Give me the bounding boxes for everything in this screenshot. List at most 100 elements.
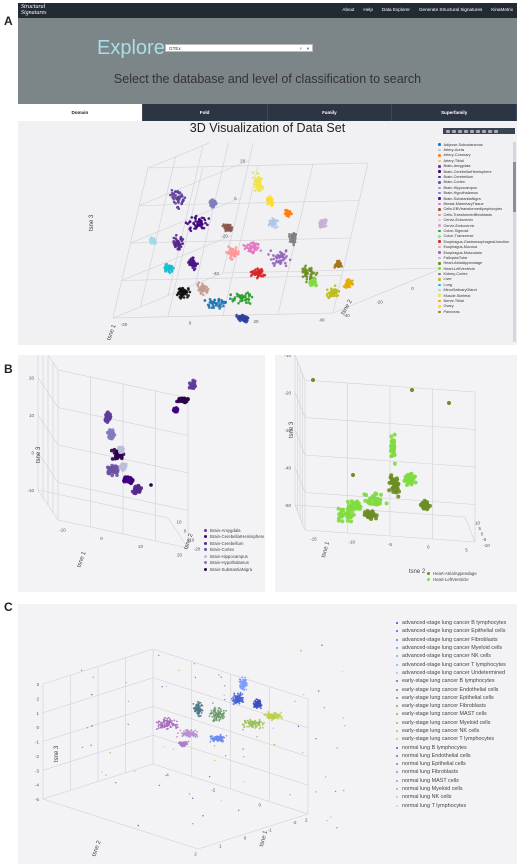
legend-item[interactable]: Liver [438, 277, 514, 282]
legend-item[interactable]: advanced-stage lung cancer Myeloid cells [396, 644, 506, 652]
nav-link-about[interactable]: About [342, 7, 355, 12]
scrollbar-thumb[interactable] [513, 162, 516, 212]
legend-item[interactable]: Brain-CerebellarHemisphere [204, 534, 264, 541]
legend-item[interactable]: Brain-Amygdala [204, 527, 264, 534]
legend-item[interactable]: Artery-Tibial [438, 158, 514, 163]
legend-item[interactable]: normal lung Fibroblasts [396, 768, 506, 776]
legend-item[interactable]: advanced-stage lung cancer B lymphocytes [396, 619, 506, 627]
data-point [256, 172, 260, 175]
turntable-icon[interactable] [470, 129, 474, 133]
legend-item[interactable]: Cervix-Endocervix [438, 223, 514, 228]
legend-item[interactable]: Brain-SubstantiaNigra [438, 196, 514, 201]
legend-item[interactable]: advanced-stage lung cancer T lymphocytes [396, 660, 506, 668]
legend-item[interactable]: Brain-SubstantiaNigra [204, 566, 264, 573]
data-point [173, 719, 176, 722]
legend-item[interactable]: normal lung Myeloid cells [396, 785, 506, 793]
legend-item[interactable]: Heart-AtrialAppendage [438, 261, 514, 266]
legend-item[interactable]: early-stage lung cancer Myeloid cells [396, 719, 506, 727]
legend-item[interactable]: Esophagus-GastroesophagealJunction [438, 239, 514, 244]
legend-label: Ovary [443, 304, 454, 309]
legend-item[interactable]: Artery-Aorta [438, 147, 514, 152]
legend-item[interactable]: normal lung MAST cells [396, 777, 506, 785]
legend-item[interactable]: normal lung T lymphocytes [396, 802, 506, 810]
legend-item[interactable]: Heart-AtrialAppendage [427, 570, 477, 577]
nav-link-kinametrix[interactable]: KinaMetrix [491, 7, 513, 12]
legend-item[interactable]: Muscle-Skeletal [438, 293, 514, 298]
camera-icon[interactable] [446, 129, 450, 133]
legend-item[interactable]: Brain-Cerebellum [438, 174, 514, 179]
legend-item[interactable]: Lung [438, 282, 514, 287]
legend-item[interactable]: Nerve-Tibial [438, 298, 514, 303]
data-point [223, 694, 225, 696]
legend-item[interactable]: Cells-Transformedfibroblasts [438, 212, 514, 217]
legend-item[interactable]: Colon-Transverse [438, 234, 514, 239]
legend-item[interactable]: Pancreas [438, 309, 514, 314]
legend-item[interactable]: early-stage lung cancer Fibroblasts [396, 702, 506, 710]
legend-item[interactable]: Brain-Hypothalamus [204, 560, 264, 567]
plotly-logo-icon[interactable] [494, 129, 498, 133]
legend-item[interactable]: Cervix-Ectocervix [438, 217, 514, 222]
legend-item[interactable]: normal lung Epithelial cells [396, 760, 506, 768]
legend-item[interactable]: Esophagus-Mucosa [438, 244, 514, 249]
tab-domain[interactable]: Domain [18, 104, 143, 121]
data-point [208, 200, 212, 204]
clear-icon[interactable]: × [299, 46, 302, 51]
data-point [323, 707, 325, 709]
legend-item[interactable]: Brain-Cerebellum [204, 540, 264, 547]
legend-item[interactable]: Artery-Coronary [438, 153, 514, 158]
legend-item[interactable]: Colon-Sigmoid [438, 228, 514, 233]
legend-item[interactable]: Brain-Cortex [438, 180, 514, 185]
legend-item[interactable]: advanced-stage lung cancer Epithelial ce… [396, 627, 506, 635]
nav-link-data-explorer[interactable]: Data Explorer [381, 7, 410, 12]
legend-item[interactable]: Kidney-Cortex [438, 271, 514, 276]
legend-item[interactable]: Heart-LeftVentricle [427, 577, 477, 584]
legend-item[interactable]: Brain-Amygdala [438, 164, 514, 169]
site-logo[interactable]: Structural Signatures [21, 4, 46, 16]
orbit-icon[interactable] [464, 129, 468, 133]
legend-item[interactable]: MinorSalivaryGland [438, 288, 514, 293]
legend-item[interactable]: Esophagus-Muscularis [438, 250, 514, 255]
legend-item[interactable]: Brain-Hypothalamus [438, 191, 514, 196]
legend-item[interactable]: normal lung Endothelial cells [396, 752, 506, 760]
legend-item[interactable]: advanced-stage lung cancer Undetermined [396, 669, 506, 677]
tab-family[interactable]: Family [267, 104, 393, 121]
legend-item[interactable]: early-stage lung cancer T lymphocytes [396, 735, 506, 743]
reset-icon[interactable] [476, 129, 480, 133]
legend-item[interactable]: Brain-Cortex [204, 547, 264, 554]
legend-item[interactable]: early-stage lung cancer Epithelial cells [396, 694, 506, 702]
axis-title: tsne 3 [54, 745, 60, 762]
legend-item[interactable]: Adipose-Subcutaneous [438, 142, 514, 147]
legend-item[interactable]: normal lung NK cells [396, 793, 506, 801]
legend-marker [396, 796, 398, 799]
legend-scrollbar[interactable] [513, 142, 516, 342]
tab-superfamily[interactable]: Superfamily [392, 104, 517, 121]
legend-item[interactable]: advanced-stage lung cancer NK cells [396, 652, 506, 660]
spike-icon[interactable] [488, 129, 492, 133]
legend-item[interactable]: early-stage lung cancer B lymphocytes [396, 677, 506, 685]
legend-item[interactable]: early-stage lung cancer Endothelial cell… [396, 685, 506, 693]
legend-item[interactable]: early-stage lung cancer MAST cells [396, 710, 506, 718]
legend-item[interactable]: early-stage lung cancer NK cells [396, 727, 506, 735]
legend-item[interactable]: Brain-CerebellarHemisphere [438, 169, 514, 174]
legend-item[interactable]: FallopianTube [438, 255, 514, 260]
legend-item[interactable]: normal lung B lymphocytes [396, 743, 506, 751]
nav-link-help[interactable]: Help [363, 7, 373, 12]
chevron-down-icon[interactable]: ▾ [306, 46, 309, 51]
zoom-icon[interactable] [452, 129, 456, 133]
legend-item[interactable]: Cells-EBVtransformedlymphocytes [438, 207, 514, 212]
nav-link-generate-signatures[interactable]: Generate Structural Signatures [418, 7, 483, 12]
tab-fold[interactable]: Fold [142, 104, 268, 121]
legend-item[interactable]: Ovary [438, 304, 514, 309]
legend-item[interactable]: Brain-Hippocampus [204, 553, 264, 560]
legend-item[interactable]: advanced-stage lung cancer Fibroblasts [396, 636, 506, 644]
database-select[interactable]: GTEx × ▾ [165, 44, 313, 52]
plot-3d-lung[interactable]: 3 2 1 0 -1 -2 -3 -4 -5 -4 -2 0 2 -2 -1 0 1 2 tsne 3 tsne 2 t… [18, 604, 398, 864]
legend-item[interactable]: Brain-Hippocampus [438, 185, 514, 190]
legend-item[interactable]: Heart-LeftVentricle [438, 266, 514, 271]
legend-item[interactable]: Breast-MammaryTissue [438, 201, 514, 206]
hover-icon[interactable] [482, 129, 486, 133]
pan-icon[interactable] [458, 129, 462, 133]
